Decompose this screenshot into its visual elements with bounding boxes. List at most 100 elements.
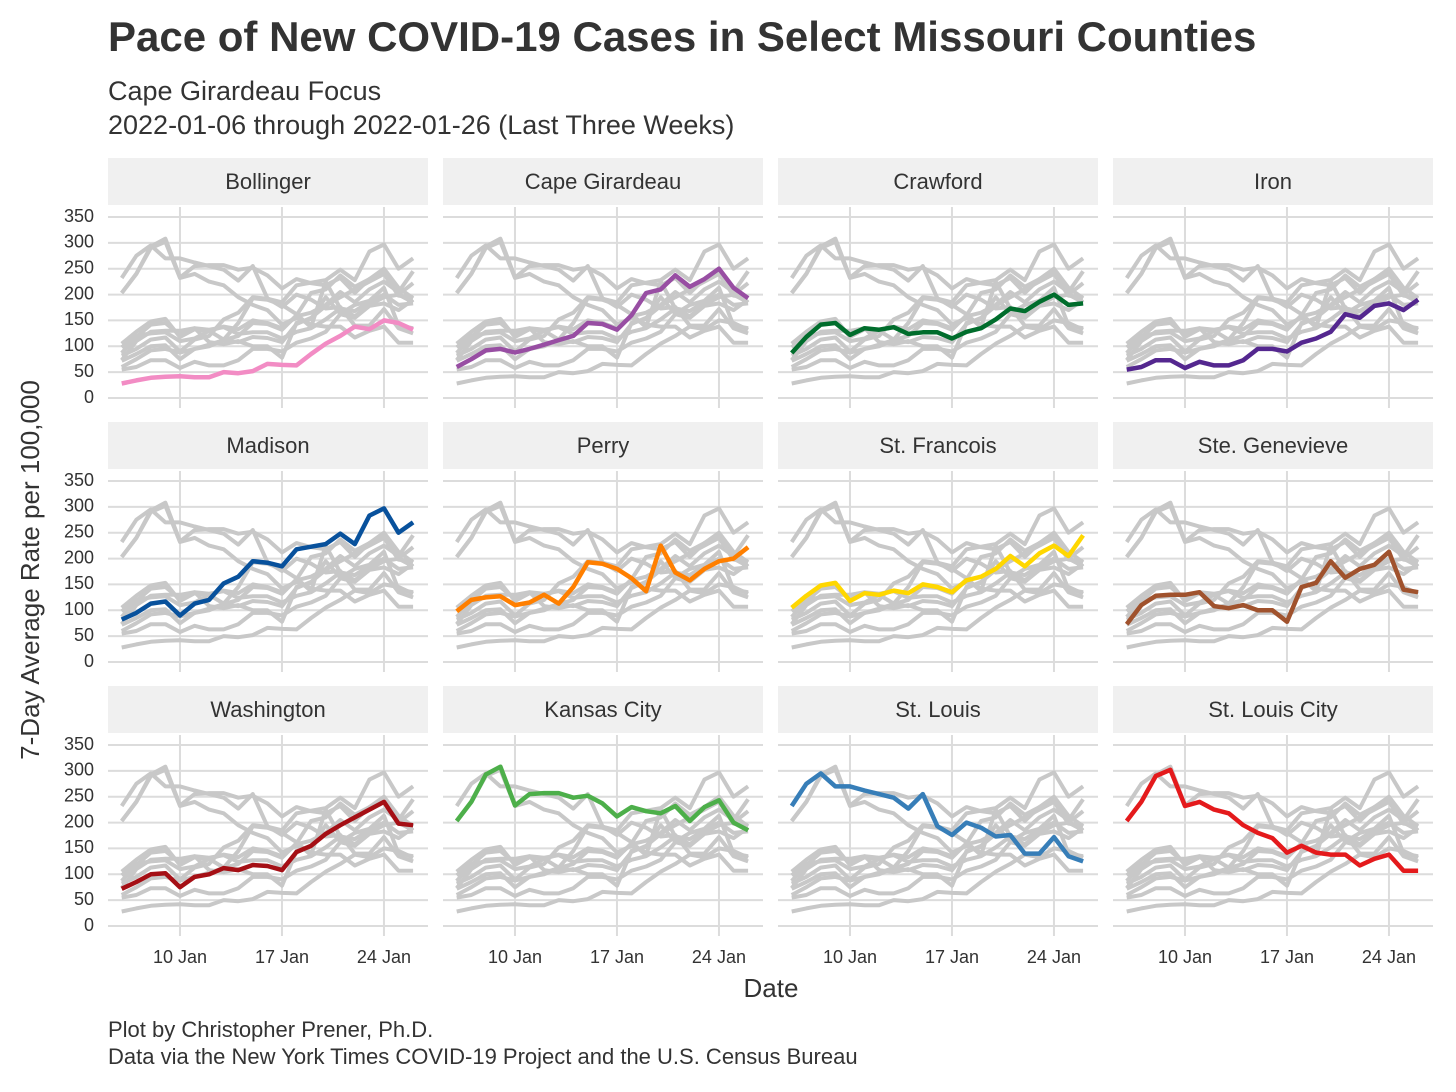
panel: St. Louis 10 Jan 17 Jan 24 Jan: [778, 686, 1098, 967]
y-tick-label: 100: [64, 599, 94, 619]
context-line: [1125, 503, 1419, 609]
x-tick-label: 17 Jan: [590, 947, 644, 967]
y-tick-label: 150: [64, 837, 94, 857]
y-tick-label: 250: [64, 521, 94, 541]
y-tick-label: 100: [64, 335, 94, 355]
y-tick-label: 0: [84, 387, 94, 407]
context-line: [791, 846, 1084, 914]
context-line: [790, 798, 1085, 874]
context-line: [456, 846, 749, 914]
context-line: [1125, 798, 1420, 874]
y-tick-label: 350: [64, 206, 94, 226]
highlight-line: [455, 266, 750, 369]
strip-label: St. Louis City: [1208, 697, 1338, 722]
context-line: [121, 582, 414, 650]
context-line: [455, 503, 749, 609]
strip: [443, 158, 763, 205]
context-line: [1125, 285, 1419, 362]
context-line: [120, 503, 414, 609]
context-line: [455, 534, 750, 610]
context-line: [790, 285, 1084, 362]
strip: [1113, 158, 1433, 205]
strip-label: St. Louis: [895, 697, 981, 722]
chart-title: Pace of New COVID-19 Cases in Select Mis…: [108, 13, 1256, 60]
context-line: [1126, 318, 1419, 386]
context-line: [1125, 764, 1420, 833]
strip-label: Washington: [210, 697, 325, 722]
context-line: [790, 764, 1085, 833]
context-line: [120, 813, 414, 890]
context-line: [120, 549, 414, 626]
context-line: [120, 534, 415, 610]
context-line: [120, 798, 415, 874]
y-tick-label: 350: [64, 470, 94, 490]
context-line: [1125, 236, 1420, 305]
context-line: [790, 503, 1084, 609]
strip: [778, 158, 1098, 205]
context-line: [120, 764, 415, 833]
context-line: [120, 285, 414, 362]
panel: Madison 0 50 100 150 200 250 300 350: [64, 422, 428, 672]
context-line: [790, 500, 1085, 569]
context-line: [1125, 270, 1420, 346]
y-tick-label: 250: [64, 785, 94, 805]
y-tick-label: 150: [64, 309, 94, 329]
panel: Washington 0 50 100 150 200 250 300 350 10 Jan 17 …: [64, 686, 428, 967]
context-line: [121, 846, 414, 914]
highlight-line: [790, 292, 1084, 355]
y-tick-label: 50: [74, 625, 94, 645]
context-line: [791, 582, 1084, 650]
context-line: [791, 318, 1084, 386]
highlight-line: [455, 543, 750, 614]
strip: [443, 686, 763, 733]
context-line: [790, 239, 1084, 345]
strip-label: St. Francois: [879, 433, 996, 458]
highlight-line: [1124, 549, 1419, 626]
context-line: [790, 813, 1084, 890]
panel: St. Louis City 10 Jan 17 Jan 24 Jan: [1113, 686, 1433, 967]
context-line: [1126, 846, 1419, 914]
highlight-line: [1126, 297, 1420, 372]
x-tick-label: 10 Jan: [1158, 947, 1212, 967]
context-line: [120, 767, 414, 873]
x-tick-label: 24 Jan: [1027, 947, 1081, 967]
context-line: [1125, 239, 1419, 345]
context-line: [790, 236, 1085, 305]
strip-label: Madison: [226, 433, 309, 458]
x-tick-label: 17 Jan: [255, 947, 309, 967]
context-line: [1125, 534, 1420, 610]
x-tick-label: 24 Jan: [692, 947, 746, 967]
y-tick-label: 250: [64, 257, 94, 277]
context-line: [1125, 500, 1420, 569]
highlight-line: [120, 799, 414, 891]
panel: Cape Girardeau: [443, 158, 763, 408]
strip: [778, 686, 1098, 733]
context-line: [790, 767, 1084, 873]
context-line: [455, 236, 750, 305]
y-tick-label: 300: [64, 496, 94, 516]
y-tick-label: 0: [84, 651, 94, 671]
y-tick-label: 0: [84, 915, 94, 935]
context-line: [455, 798, 750, 874]
panel: Perry: [443, 422, 763, 672]
highlight-line: [790, 534, 1085, 610]
panel: Iron: [1113, 158, 1433, 408]
strip-label: Kansas City: [544, 697, 661, 722]
strip: [443, 422, 763, 469]
x-tick-label: 10 Jan: [823, 947, 877, 967]
y-tick-label: 150: [64, 573, 94, 593]
x-tick-label: 17 Jan: [1260, 947, 1314, 967]
y-tick-label: 50: [74, 889, 94, 909]
context-line: [456, 318, 749, 386]
strip: [1113, 422, 1433, 469]
highlight-line: [454, 764, 750, 833]
highlight-line: [121, 318, 415, 386]
chart-subtitle: 2022-01-06 through 2022-01-26 (Last Thre…: [108, 110, 734, 140]
panel: Kansas City 10 Jan 17 Jan 24 Jan: [443, 686, 763, 967]
context-line: [120, 500, 415, 569]
strip: [1113, 686, 1433, 733]
y-tick-label: 100: [64, 863, 94, 883]
panel: St. Francois: [778, 422, 1098, 672]
panel: Crawford: [778, 158, 1098, 408]
